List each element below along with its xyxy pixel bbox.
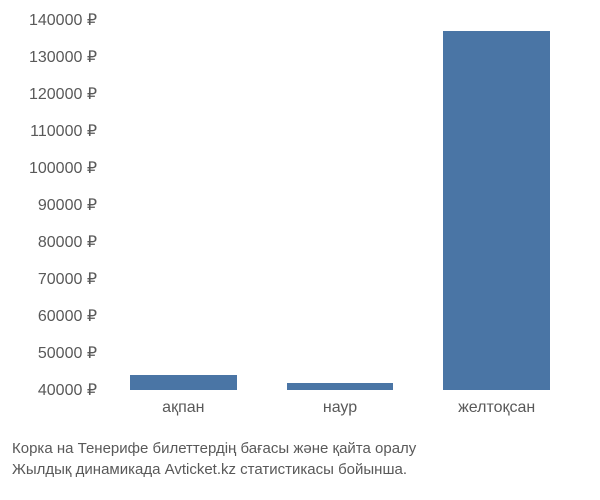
bar — [130, 375, 237, 390]
y-tick-label: 90000 ₽ — [38, 195, 97, 215]
y-tick-label: 60000 ₽ — [38, 306, 97, 326]
chart-container: 40000 ₽ 50000 ₽ 60000 ₽ 70000 ₽ 80000 ₽ 90000… — [0, 0, 600, 500]
y-tick-label: 140000 ₽ — [29, 10, 97, 30]
y-tick-label: 80000 ₽ — [38, 232, 97, 252]
plot-area — [105, 20, 575, 390]
y-tick-label: 110000 ₽ — [30, 121, 97, 141]
chart-caption: Корка на Тенерифе билеттердің бағасы жән… — [12, 438, 416, 480]
y-tick-label: 100000 ₽ — [29, 158, 97, 178]
y-tick-label: 50000 ₽ — [38, 343, 97, 363]
y-tick-label: 70000 ₽ — [38, 269, 97, 289]
y-axis: 40000 ₽50000 ₽60000 ₽70000 ₽80000 ₽90000… — [0, 20, 105, 390]
bar — [443, 31, 550, 390]
caption-line-2: Жылдық динамикада Avticket.kz статистика… — [12, 459, 416, 480]
x-tick-label: наур — [323, 399, 357, 417]
bar — [287, 383, 394, 390]
y-tick-label: 130000 ₽ — [29, 47, 97, 67]
x-tick-label: желтоқсан — [458, 399, 535, 417]
caption-line-1: Корка на Тенерифе билеттердің бағасы жән… — [12, 438, 416, 459]
y-tick-label: 120000 ₽ — [29, 84, 97, 104]
x-axis: ақпан наур желтоқсан — [105, 395, 575, 425]
x-tick-label: ақпан — [162, 399, 204, 417]
y-tick-label: 40000 ₽ — [38, 380, 97, 400]
